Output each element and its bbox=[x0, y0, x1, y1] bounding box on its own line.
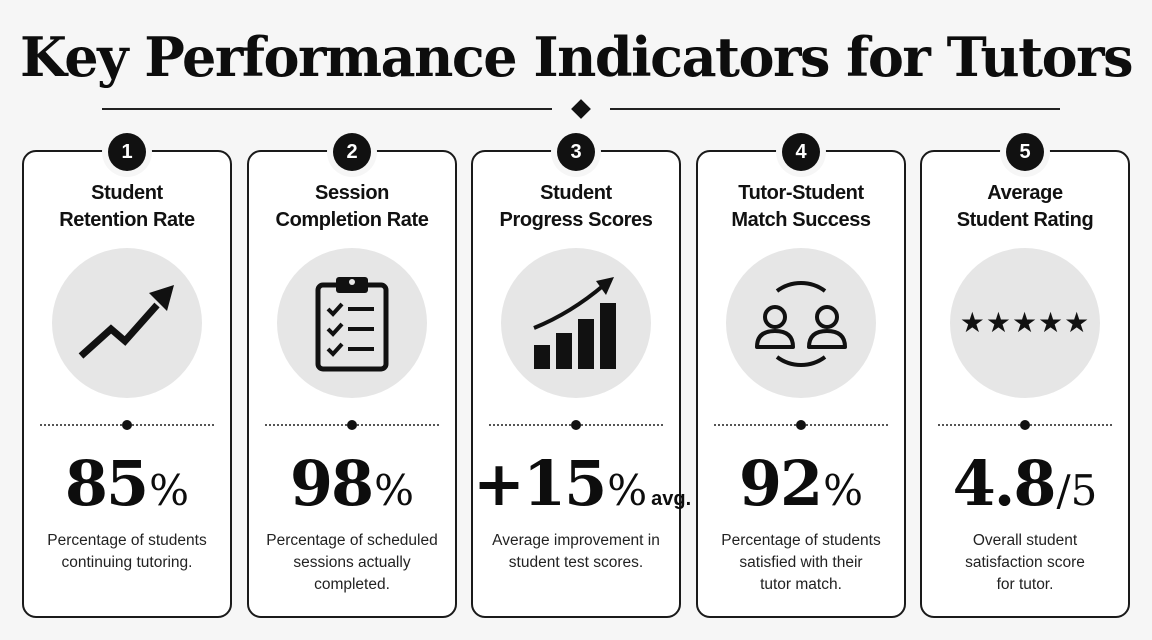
trend-up-arrow-icon bbox=[78, 285, 174, 359]
clipboard-checklist-icon bbox=[315, 277, 389, 372]
card-number-badge: 4 bbox=[782, 133, 820, 171]
two-users-exchange-icon bbox=[755, 281, 847, 367]
separator-dot bbox=[347, 420, 357, 430]
card-number-badge: 2 bbox=[333, 133, 371, 171]
kpi-card-progress: 3 Student Progress Scores +15% avg. Averag… bbox=[471, 133, 692, 618]
kpi-description: Percentage of students continuing tutorin… bbox=[47, 532, 207, 571]
five-stars-icon: ★★★★★ bbox=[959, 307, 1091, 338]
icon-circle bbox=[52, 248, 202, 398]
icon-circle bbox=[501, 248, 651, 398]
page-title: Key Performance Indicators for Tutors bbox=[20, 25, 1133, 89]
card-title: Student Progress Scores bbox=[499, 182, 653, 231]
kpi-value: 4.8/5 bbox=[952, 447, 1098, 520]
kpi-card-retention: 1 Student Retention Rate 85% Percentage o… bbox=[22, 133, 232, 618]
card-title: Average Student Rating bbox=[956, 182, 1094, 231]
kpi-description: Overall student satisfaction score for tut… bbox=[965, 532, 1085, 593]
kpi-description: Average improvement in student test score… bbox=[492, 532, 660, 571]
kpi-card-rating: 5 Average Student Rating ★★★★★ 4.8/5 Over… bbox=[920, 133, 1130, 618]
kpi-card-match: 4 Tutor-Student Match Success 92% Percent… bbox=[696, 133, 906, 618]
kpi-value: 85% bbox=[64, 447, 190, 520]
separator-dot bbox=[122, 420, 132, 430]
icon-circle bbox=[277, 248, 427, 398]
card-title: Tutor-Student Match Success bbox=[731, 182, 871, 231]
divider-diamond-icon bbox=[571, 99, 591, 119]
kpi-card-completion: 2 Session Completion Rate 98% Percentage … bbox=[247, 133, 457, 618]
card-number-badge: 1 bbox=[108, 133, 146, 171]
kpi-description: Percentage of students satisfied with the… bbox=[721, 532, 881, 593]
kpi-value: 92% bbox=[738, 447, 864, 520]
separator-dot bbox=[796, 420, 806, 430]
card-number-badge: 3 bbox=[557, 133, 595, 171]
separator-dot bbox=[1020, 420, 1030, 430]
kpi-value: 98% bbox=[289, 447, 415, 520]
separator-dot bbox=[571, 420, 581, 430]
card-title: Student Retention Rate bbox=[59, 182, 195, 231]
card-title: Session Completion Rate bbox=[275, 182, 429, 231]
icon-circle: ★★★★★ bbox=[950, 248, 1100, 398]
card-number-badge: 5 bbox=[1006, 133, 1044, 171]
kpi-value: +15% avg. bbox=[473, 447, 692, 520]
kpi-description: Percentage of scheduled sessions actually… bbox=[266, 532, 438, 593]
title-divider bbox=[102, 99, 1060, 119]
icon-circle bbox=[726, 248, 876, 398]
bar-chart-growth-icon bbox=[533, 277, 616, 369]
